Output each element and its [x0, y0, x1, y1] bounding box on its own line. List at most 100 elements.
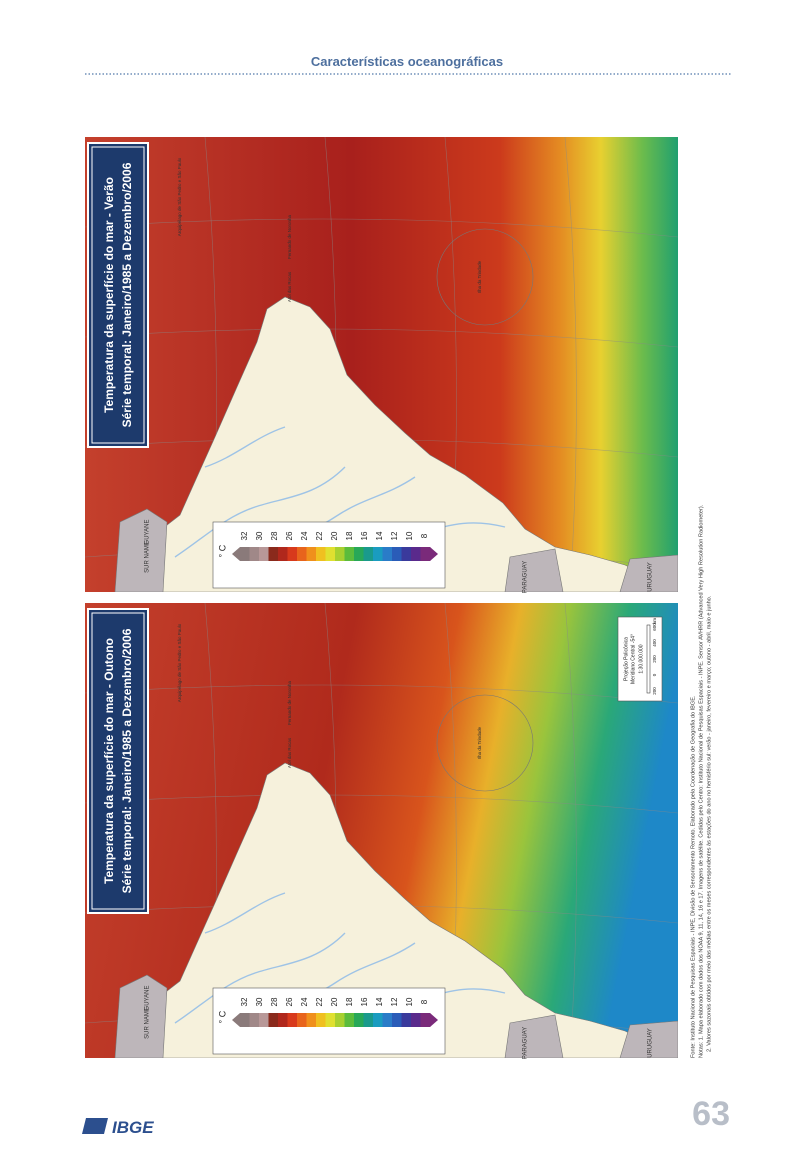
legend-tick: 16	[360, 531, 369, 540]
legend-tick: 26	[285, 531, 294, 540]
river	[174, 932, 346, 1024]
country	[114, 974, 168, 1058]
map-title: Temperatura da superfície do mar - Verão	[102, 177, 116, 413]
title-box	[87, 608, 149, 914]
legend-swatch	[240, 547, 250, 561]
river	[174, 466, 346, 558]
legend-swatch	[354, 547, 364, 561]
page-number: 63	[692, 1095, 730, 1133]
land	[139, 762, 661, 1058]
legend-swatch	[363, 547, 374, 561]
place-label: Fernando de Noronha	[287, 214, 292, 259]
place-label: PARAGUAY	[523, 561, 529, 593]
place-label: SUR NAME	[145, 1007, 151, 1039]
legend-swatch	[259, 1013, 269, 1027]
place-label: GUYANE	[145, 986, 151, 1011]
graticule	[436, 228, 534, 326]
legend-tick: 22	[315, 997, 324, 1006]
logo: IBGE	[82, 1118, 154, 1137]
map-subtitle: Série temporal: Janeiro/1985 a Dezembro/…	[120, 628, 134, 893]
graticule	[564, 137, 577, 592]
legend-tick: 14	[375, 531, 384, 540]
graticule	[85, 684, 678, 704]
place-label: Ilha da Trindade	[477, 260, 482, 293]
scale-box	[617, 616, 663, 702]
country	[619, 554, 678, 592]
scale-bar	[646, 624, 651, 694]
legend-cap	[430, 1013, 438, 1027]
place-label: PARAGUAY	[523, 1027, 529, 1059]
legend-swatch	[249, 547, 260, 561]
graticule	[436, 694, 534, 792]
legend-tick: 32	[240, 997, 249, 1006]
legend-tick: 22	[315, 531, 324, 540]
map-title: Temperatura da superfície do mar - Outon…	[102, 638, 116, 884]
legend-swatch	[382, 547, 393, 561]
place-label: Atol das Rocas	[287, 271, 292, 302]
legend-swatch	[268, 547, 279, 561]
legend-swatch	[249, 1013, 260, 1027]
scale-tick: 200	[652, 687, 657, 695]
legend-swatch	[420, 547, 431, 561]
map-subtitle: Série temporal: Janeiro/1985 a Dezembro/…	[120, 162, 134, 427]
note: Notas: 1. Mapa elaborado com dados dos N…	[698, 504, 704, 1058]
graticule	[85, 328, 678, 348]
logo-text: IBGE	[112, 1118, 154, 1137]
graticule	[85, 218, 678, 238]
graticule	[564, 603, 577, 1058]
legend-swatch	[268, 1013, 279, 1027]
place-label: URUGUAY	[648, 1028, 654, 1058]
scale-tick: 0	[652, 673, 657, 676]
title-frame	[91, 612, 145, 910]
land	[139, 296, 661, 592]
legend-unit: ° C	[217, 1010, 227, 1023]
legend-swatch	[325, 547, 336, 561]
legend-tick: 24	[300, 997, 309, 1006]
legend-tick: 18	[345, 997, 354, 1006]
legend-swatch	[373, 1013, 383, 1027]
legend-tick: 26	[285, 997, 294, 1006]
country	[114, 508, 168, 592]
logo-mark	[82, 1118, 108, 1134]
legend-tick: 30	[255, 997, 264, 1006]
legend-swatch	[344, 1013, 355, 1027]
legend-swatch	[354, 1013, 364, 1027]
scale-tick: 600	[652, 623, 657, 631]
legend-swatch	[278, 1013, 288, 1027]
legend-swatch	[240, 1013, 250, 1027]
legend-tick: 8	[420, 533, 429, 538]
legend-tick: 28	[270, 997, 279, 1006]
legend-swatch	[287, 1013, 298, 1027]
legend-swatch	[325, 1013, 336, 1027]
title-box	[87, 142, 149, 448]
notes: Fonte: Instituto Nacional de Pesquisas E…	[690, 504, 712, 1058]
note: 2. Valores sazonais obtidos por meio das…	[706, 595, 712, 1052]
legend-swatch	[344, 547, 355, 561]
note: Fonte: Instituto Nacional de Pesquisas E…	[690, 695, 696, 1058]
legend-swatch	[297, 547, 307, 561]
legend-swatch	[306, 1013, 317, 1027]
legend-tick: 10	[405, 997, 414, 1006]
legend-swatch	[306, 547, 317, 561]
legend-swatch	[411, 547, 421, 561]
place-label: URUGUAY	[648, 562, 654, 592]
legend-tick: 14	[375, 997, 384, 1006]
place-label: Ilha da Trindade	[477, 726, 482, 759]
legend-tick: 18	[345, 531, 354, 540]
scale-tick: 200	[652, 655, 657, 663]
legend-swatch	[382, 1013, 393, 1027]
legend-swatch	[401, 1013, 412, 1027]
legend-tick: 20	[330, 997, 339, 1006]
map-body	[85, 137, 678, 592]
scale-text: 1:30.000.000	[638, 644, 644, 673]
place-label: GUYANE	[145, 520, 151, 545]
legend-tick: 30	[255, 531, 264, 540]
place-label: Arquipélago de São Pedro e São Paulo	[177, 157, 182, 236]
legend-swatch	[316, 1013, 326, 1027]
legend-swatch	[392, 547, 402, 561]
legend-tick: 12	[390, 531, 399, 540]
